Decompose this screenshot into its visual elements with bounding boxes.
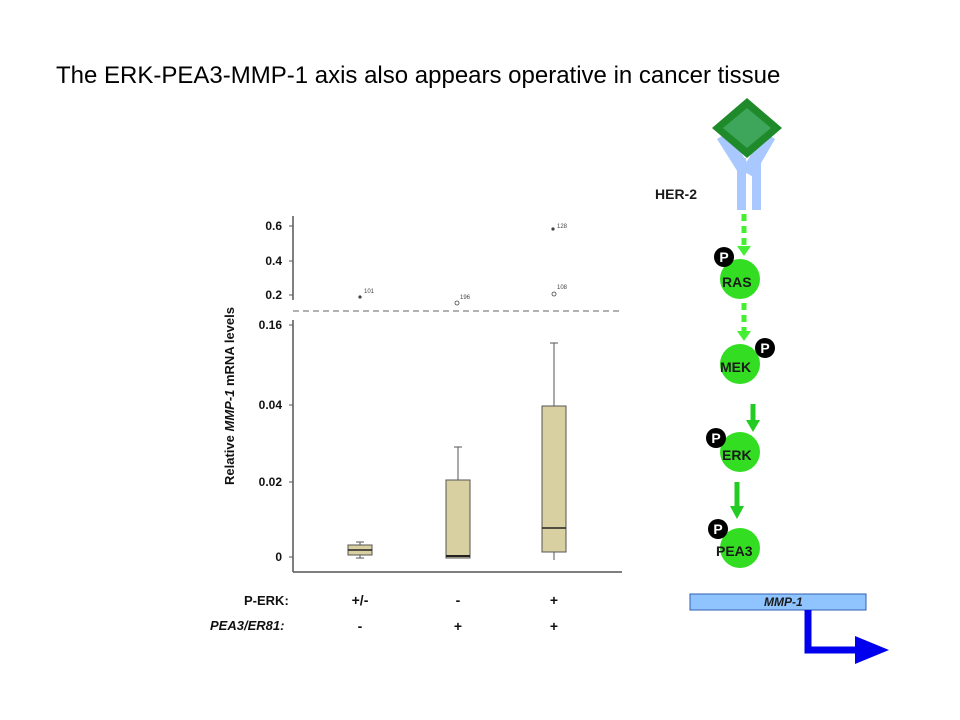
outlier-point	[551, 291, 557, 297]
erk-label: ERK	[722, 447, 752, 463]
ligand-diamond-icon	[712, 98, 782, 158]
ytick-label: 0.6	[265, 219, 282, 233]
outlier-point	[454, 300, 460, 306]
pea3-label: PEA3	[716, 543, 753, 559]
y-axis-label: Relative MMP-1 mRNA levels	[222, 307, 237, 485]
receptor-right-stem	[752, 158, 761, 210]
her2-label: HER-2	[655, 186, 697, 202]
pea3-value: +	[550, 618, 558, 634]
box	[445, 479, 471, 559]
phospho-label: P	[760, 340, 769, 356]
outlier-label: 108	[557, 285, 568, 291]
ytick-label: 0	[275, 550, 282, 564]
mmp1-gene-label: MMP-1	[764, 595, 803, 609]
phospho-label: P	[713, 521, 722, 537]
mek-label: MEK	[720, 359, 751, 375]
transcription-arrow-icon	[804, 610, 862, 654]
phospho-badge	[708, 519, 728, 539]
ytick-label: 0.04	[259, 398, 283, 412]
row-label-pea3: PEA3/ER81:	[210, 618, 284, 633]
pea3-node	[720, 528, 760, 568]
perk-value: +/-	[352, 592, 369, 608]
pea3-value: -	[358, 618, 363, 634]
outlier-point	[358, 295, 362, 299]
arrowhead	[730, 506, 744, 519]
phospho-badge	[714, 247, 734, 267]
arrowhead	[855, 636, 889, 664]
box	[541, 405, 567, 553]
arrowhead	[737, 246, 751, 256]
ytick-label: 0.2	[265, 288, 282, 302]
outlier-label: 196	[460, 295, 471, 301]
outlier-label: 128	[557, 224, 568, 230]
erk-node	[720, 432, 760, 472]
mek-node	[720, 344, 760, 384]
phospho-label: P	[719, 249, 728, 265]
arrowhead	[746, 420, 760, 432]
ytick-label: 0.16	[259, 318, 283, 332]
box-plot-chart: 0.6 0.4 0.2 0.16 0.04 0.02 0 Relative MM…	[210, 216, 622, 634]
signaling-pathway-diagram: HER-2 RAS P MEK P ERK P PEA3 P	[655, 98, 889, 664]
arrowhead	[737, 331, 751, 341]
phospho-label: P	[711, 430, 720, 446]
slide-title: The ERK-PEA3-MMP-1 axis also appears ope…	[56, 62, 781, 89]
perk-value: +	[550, 592, 558, 608]
receptor-right-arm	[742, 132, 775, 177]
phospho-badge	[706, 428, 726, 448]
row-label-perk: P-ERK:	[244, 593, 289, 608]
ras-node	[720, 259, 760, 299]
ytick-label: 0.02	[259, 475, 283, 489]
mmp1-gene-box	[689, 593, 867, 611]
box-group-2: 196	[445, 295, 471, 559]
her2-receptor-icon	[717, 132, 775, 210]
outlier-label: 101	[364, 289, 375, 295]
perk-value: -	[456, 592, 461, 608]
box-group-1: 101	[347, 289, 375, 559]
ras-label: RAS	[722, 274, 752, 290]
box-group-3: 108 128	[541, 224, 568, 560]
ytick-label: 0.4	[265, 254, 282, 268]
outlier-point	[551, 227, 555, 231]
phospho-badge	[755, 338, 775, 358]
pea3-value: +	[454, 618, 462, 634]
receptor-left-stem	[737, 158, 746, 210]
